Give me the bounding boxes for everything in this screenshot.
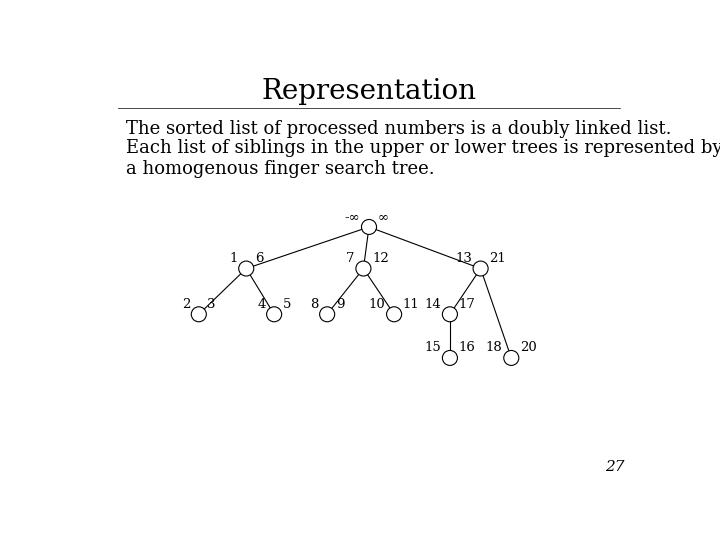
Text: 18: 18 [486, 341, 503, 354]
Text: -∞: -∞ [345, 210, 360, 223]
Text: 1: 1 [229, 252, 238, 265]
Text: 14: 14 [425, 298, 441, 310]
Text: ∞: ∞ [378, 210, 389, 223]
Ellipse shape [504, 350, 519, 366]
Text: Each list of siblings in the upper or lower trees is represented by
a homogenous: Each list of siblings in the upper or lo… [126, 139, 720, 178]
Text: 13: 13 [455, 252, 472, 265]
Text: 7: 7 [346, 252, 355, 265]
Ellipse shape [356, 261, 371, 276]
Text: 16: 16 [459, 341, 475, 354]
Ellipse shape [320, 307, 335, 322]
Text: 10: 10 [369, 298, 385, 310]
Text: 2: 2 [181, 298, 190, 310]
Ellipse shape [192, 307, 207, 322]
Text: 17: 17 [459, 298, 475, 310]
Text: 11: 11 [402, 298, 420, 310]
Ellipse shape [442, 350, 457, 366]
Ellipse shape [473, 261, 488, 276]
Text: Representation: Representation [261, 78, 477, 105]
Text: 27: 27 [605, 460, 624, 474]
Text: The sorted list of processed numbers is a doubly linked list.: The sorted list of processed numbers is … [126, 120, 672, 138]
Text: 20: 20 [520, 341, 536, 354]
Ellipse shape [361, 219, 377, 234]
Text: 21: 21 [490, 252, 506, 265]
Text: 6: 6 [255, 252, 264, 265]
Ellipse shape [387, 307, 402, 322]
Text: 12: 12 [372, 252, 389, 265]
Text: 9: 9 [336, 298, 344, 310]
Ellipse shape [442, 307, 457, 322]
Text: 5: 5 [283, 298, 291, 310]
Text: 4: 4 [257, 298, 266, 310]
Text: 3: 3 [207, 298, 216, 310]
Ellipse shape [239, 261, 253, 276]
Text: 8: 8 [310, 298, 318, 310]
Text: 15: 15 [425, 341, 441, 354]
Ellipse shape [266, 307, 282, 322]
